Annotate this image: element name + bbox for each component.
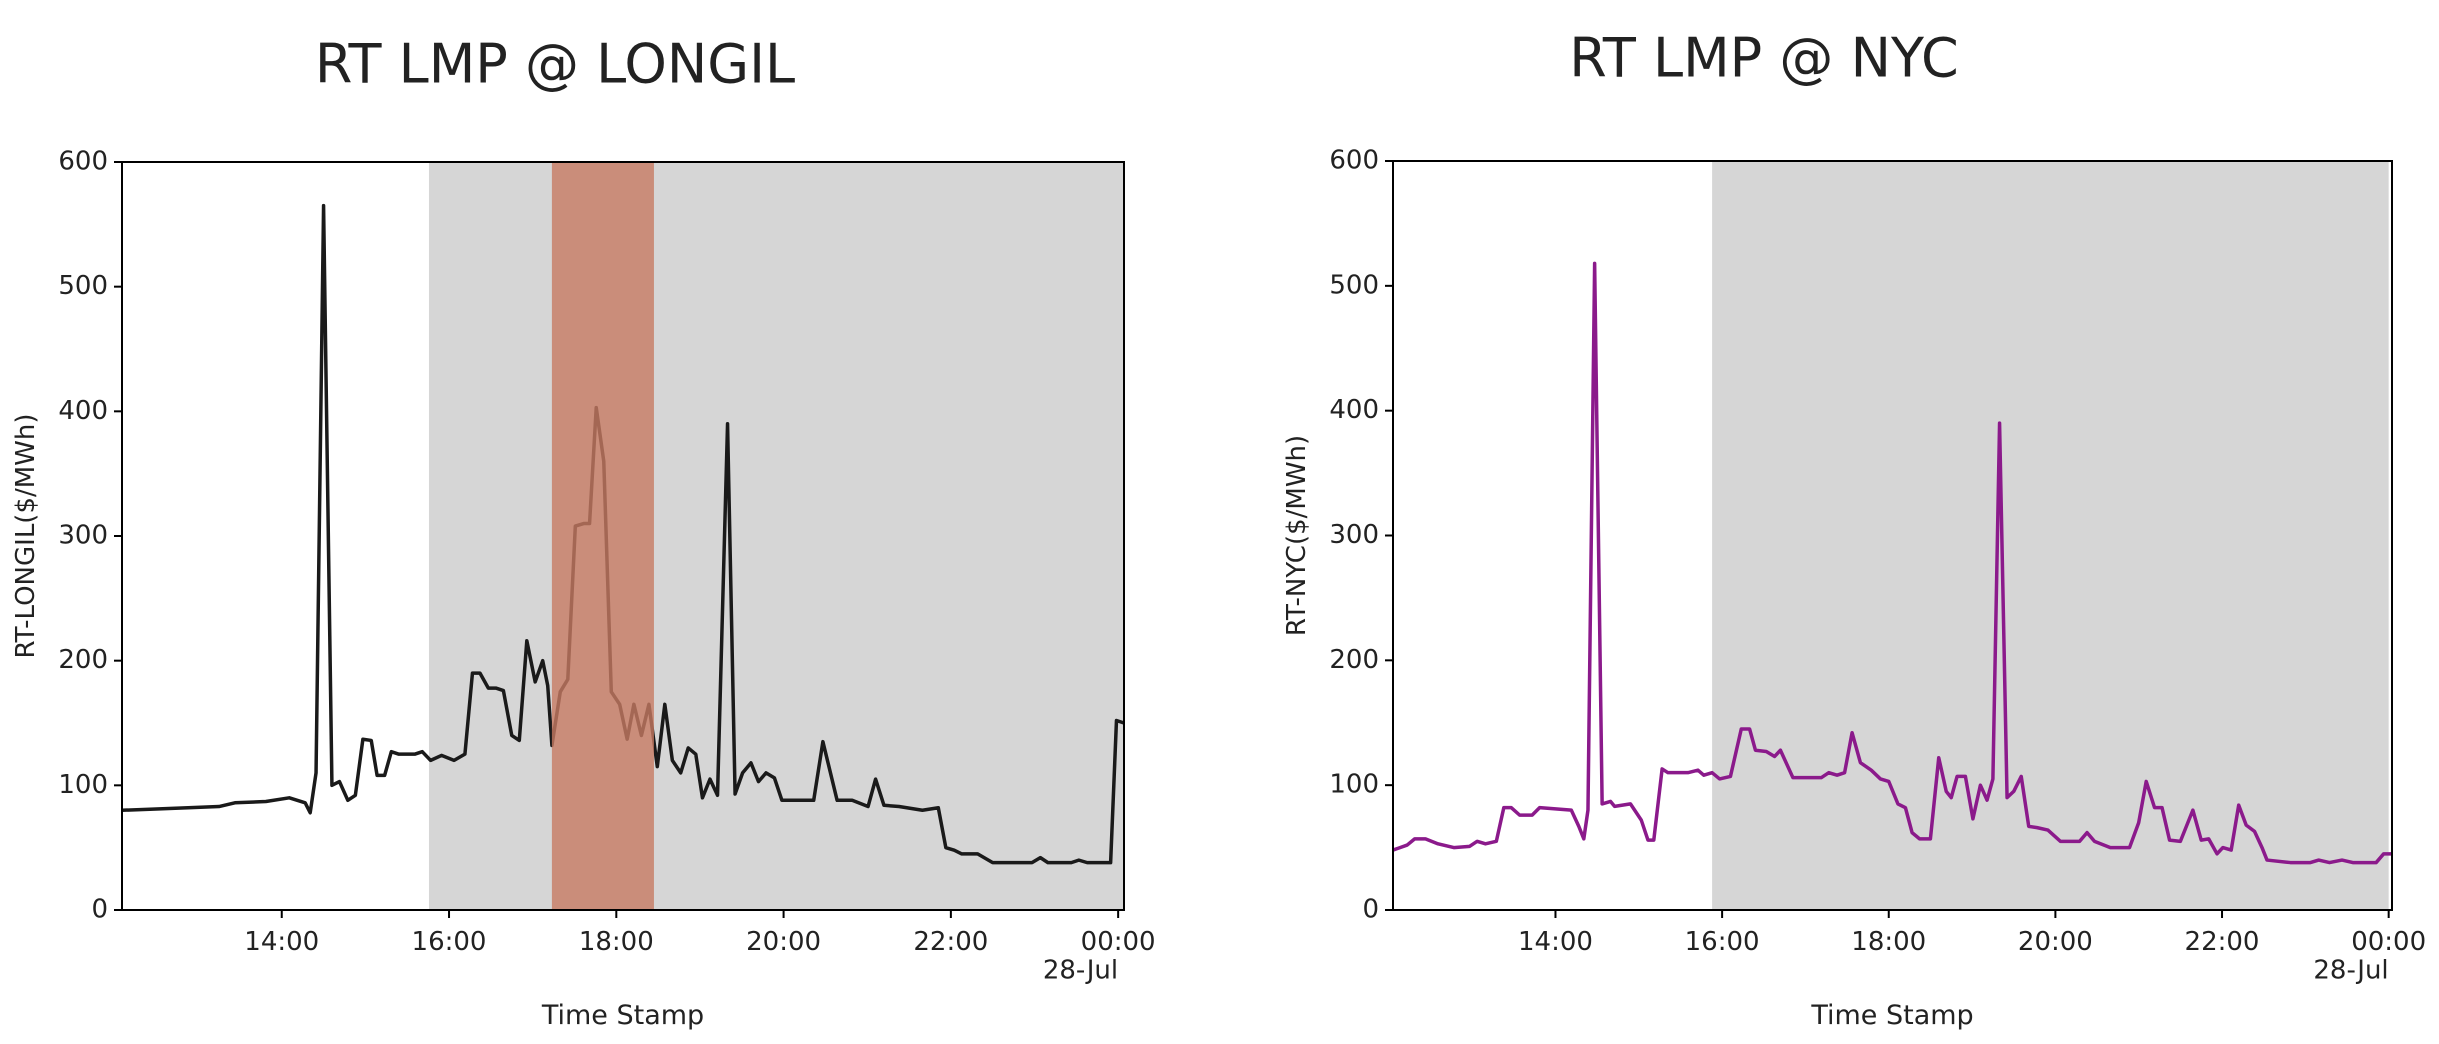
shaded-span (1712, 161, 2389, 910)
x-tick-label: 14:00 (1518, 927, 1593, 957)
y-axis-label: RT-NYC($/MWh) (1282, 435, 1312, 636)
y-tick-label: 500 (1329, 270, 1379, 300)
x-tick-label: 20:00 (2018, 927, 2093, 957)
y-tick-label: 300 (58, 521, 108, 551)
x-tick-label: 14:00 (244, 927, 319, 957)
y-tick-label: 200 (58, 645, 108, 675)
data-line (1392, 261, 2392, 865)
y-tick-label: 400 (1329, 395, 1379, 425)
x-axis-label: Time Stamp (1810, 1000, 1973, 1031)
y-tick-label: 300 (1329, 520, 1379, 550)
x-tick-label: 00:00 28-Jul (1043, 927, 1156, 986)
chart-title: RT LMP @ LONGIL (315, 33, 795, 96)
y-tick-label: 600 (1329, 146, 1379, 176)
x-tick-label: 00:00 28-Jul (2313, 927, 2426, 986)
chart: RT LMP @ LONGIL 0 100 200 300 400 500 600 14:00 1… (11, 33, 1156, 1031)
y-tick-label: 100 (58, 770, 108, 800)
x-tick-label: 22:00 (913, 927, 988, 957)
x-tick-label: 22:00 (2185, 927, 2260, 957)
y-tick-label: 200 (1329, 645, 1379, 675)
chart: RT LMP @ NYC 0 100 200 300 400 500 600 14:00 16:0… (1282, 27, 2426, 1031)
chart-title: RT LMP @ NYC (1569, 27, 1958, 90)
x-tick-label: 16:00 (412, 927, 487, 957)
y-tick-label: 100 (1329, 770, 1379, 800)
y-tick-label: 400 (58, 396, 108, 426)
x-tick-label: 18:00 (579, 927, 654, 957)
x-tick-label: 18:00 (1851, 927, 1926, 957)
y-axis-label: RT-LONGIL($/MWh) (11, 413, 41, 658)
x-axis-label: Time Stamp (541, 1000, 704, 1031)
x-tick-label: 16:00 (1685, 927, 1760, 957)
y-tick-label: 500 (58, 271, 108, 301)
x-tick-label: 20:00 (746, 927, 821, 957)
shaded-span (551, 162, 654, 910)
y-tick-label: 600 (58, 147, 108, 177)
y-tick-label: 0 (1362, 895, 1379, 925)
shaded-span (428, 162, 1124, 910)
y-tick-label: 0 (91, 895, 108, 925)
